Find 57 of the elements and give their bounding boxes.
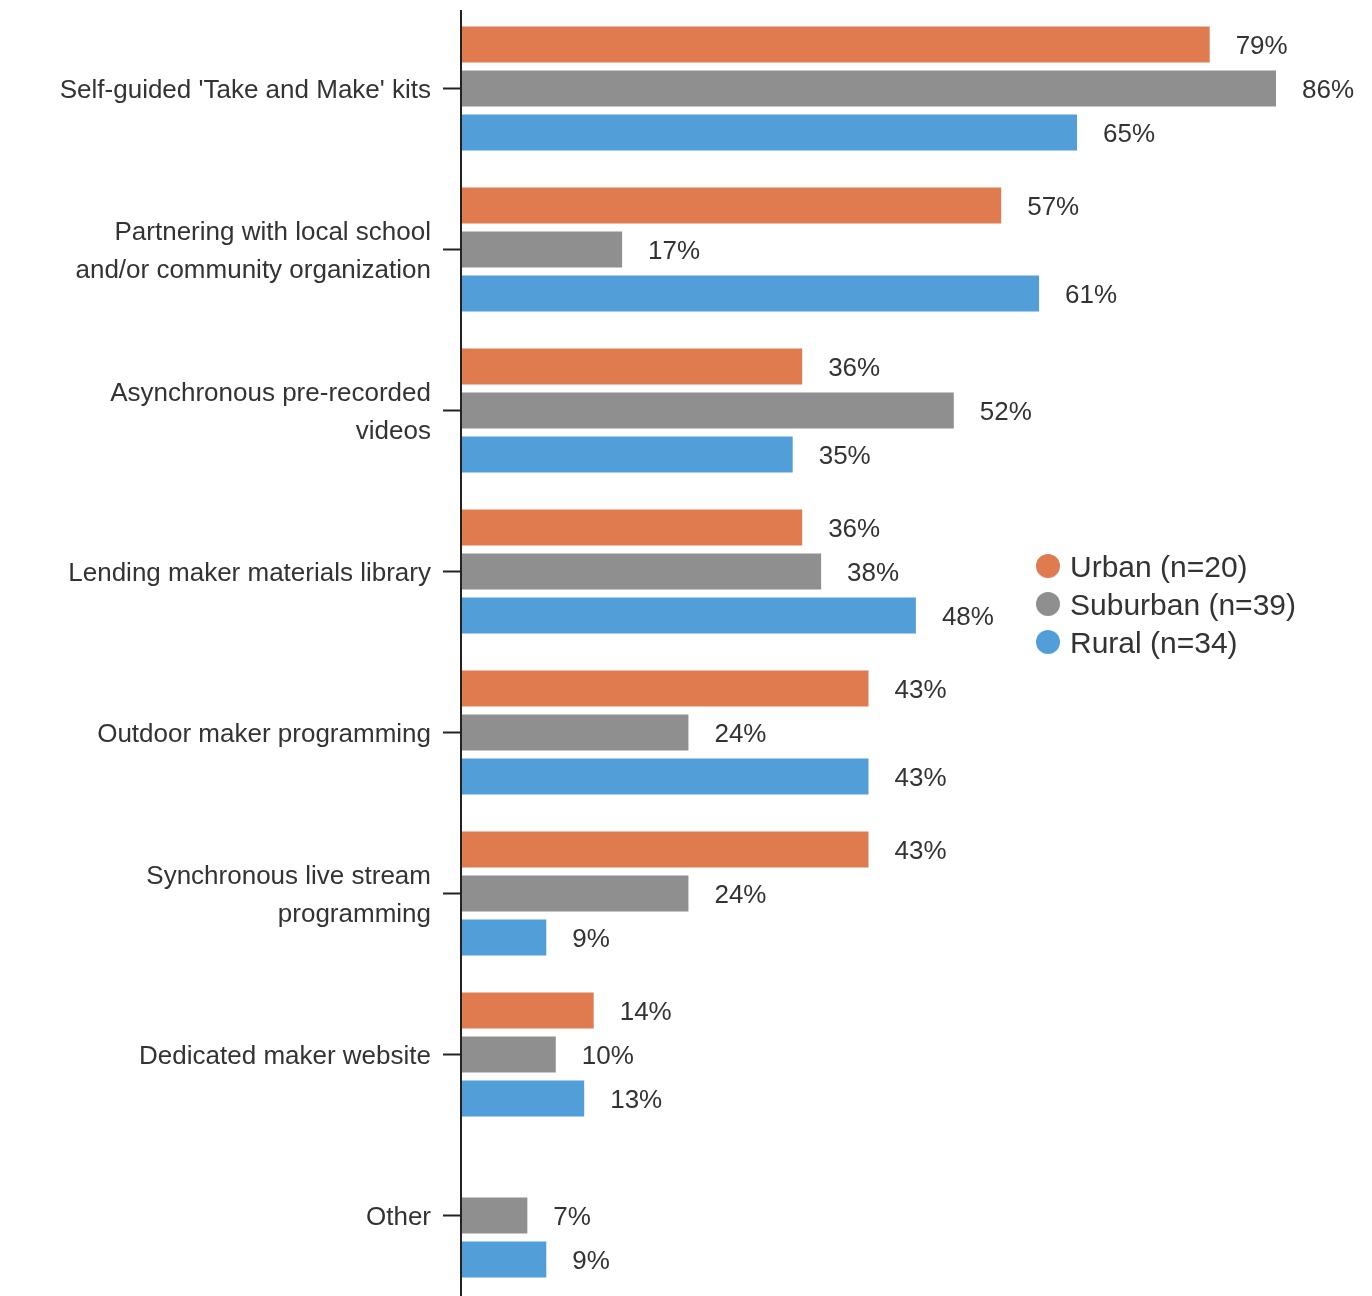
bar [461,26,1210,63]
data-label: 24% [714,878,767,909]
bar [461,875,689,912]
y-tick-label: Self-guided 'Take and Make' kits [59,73,431,104]
bar [461,392,954,429]
bar [461,992,594,1029]
bar [461,436,793,473]
y-tick-label: Synchronous live stream programming [146,859,431,928]
bar [461,231,623,268]
y-tick-label: Asynchronous pre-recorded videos [110,376,431,445]
data-label: 48% [941,600,994,631]
data-label: 17% [648,234,701,265]
bar [461,1197,528,1234]
data-label: 36% [828,512,881,543]
y-tick-label: Partnering with local school and/or community organization [75,215,431,284]
bar [461,509,803,546]
data-label: 52% [979,395,1032,426]
y-tick-label: Lending maker materials library [68,556,431,587]
bar [461,919,547,956]
data-label: 65% [1102,117,1156,148]
bar [461,70,1276,107]
data-label: 9% [572,922,610,953]
data-label: 24% [714,717,767,748]
data-label: 10% [581,1039,634,1070]
bar [461,1080,585,1117]
data-label: 35% [818,439,871,470]
data-label: 43% [894,761,947,792]
data-label: 14% [619,995,672,1026]
data-label: 38% [847,556,900,587]
data-label: 79% [1235,29,1288,60]
data-label: 36% [828,351,881,382]
y-tick-label: Dedicated maker website [139,1039,431,1070]
data-label: 61% [1065,278,1118,309]
data-label: 13% [610,1083,663,1114]
bar [461,714,689,751]
bar [461,831,869,868]
y-tick-label: Other [365,1200,432,1231]
bar [461,553,822,590]
data-label: 43% [894,834,947,865]
legend-label: Rural (n=34) [1070,625,1238,659]
data-label: 43% [894,673,947,704]
legend-label: Suburban (n=39) [1070,587,1296,621]
bar [461,670,869,707]
bar [461,114,1077,151]
bar [461,187,1002,224]
bar [461,348,803,385]
bar [461,597,916,634]
bar [461,1241,547,1278]
data-label: 9% [572,1244,610,1275]
bar [461,1036,556,1073]
data-label: 57% [1027,190,1080,221]
data-label: 7% [553,1200,591,1231]
bar [461,758,869,795]
bar [461,275,1040,312]
legend-label: Urban (n=20) [1070,549,1248,583]
y-tick-label: Outdoor maker programming [97,717,431,748]
data-label: 86% [1302,73,1355,104]
